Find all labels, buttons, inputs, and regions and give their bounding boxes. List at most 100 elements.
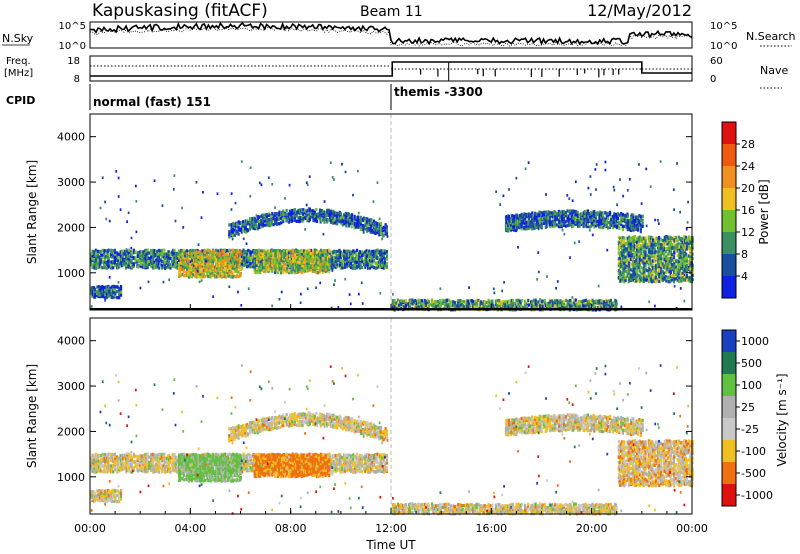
power-echo-cell bbox=[255, 264, 258, 268]
power-echo-cell bbox=[182, 248, 185, 252]
power-echo-cell bbox=[99, 264, 102, 268]
power-echo-cell bbox=[382, 266, 385, 270]
power-echo-cell bbox=[159, 253, 162, 257]
power-echo-cell bbox=[534, 211, 537, 215]
power-echo-cell bbox=[376, 248, 379, 252]
power-echo-cell bbox=[607, 299, 610, 303]
power-echo-cell bbox=[313, 257, 317, 261]
power-echo-cell bbox=[282, 212, 285, 216]
power-echo-cell bbox=[207, 270, 210, 274]
power-echo-cell bbox=[353, 226, 356, 230]
power-echo-cell bbox=[344, 217, 347, 222]
power-echo-cell bbox=[599, 212, 602, 216]
power-echo-cell bbox=[260, 262, 263, 267]
power-echo-cell bbox=[245, 254, 248, 258]
power-echo-cell bbox=[332, 216, 335, 221]
power-echo-cell bbox=[591, 301, 594, 305]
power-echo-cell bbox=[509, 304, 512, 308]
power-echo-cell bbox=[148, 251, 151, 255]
power-echo-cell bbox=[332, 221, 335, 225]
power-echo-cell bbox=[152, 249, 155, 253]
nsearch-label: N.Search bbox=[746, 30, 796, 43]
power-echo-cell bbox=[456, 304, 459, 308]
power-echo-cell bbox=[562, 299, 566, 303]
power-echo-cell bbox=[308, 254, 311, 258]
power-echo-cell bbox=[152, 261, 155, 265]
power-echo-cell bbox=[477, 298, 480, 303]
freq-line bbox=[90, 61, 692, 77]
power-echo-cell bbox=[350, 262, 353, 266]
power-echo-cell bbox=[315, 254, 319, 259]
power-echo-cell bbox=[339, 253, 342, 257]
power-echo-cell bbox=[372, 219, 376, 223]
power-echo-cell bbox=[288, 253, 291, 257]
power-echo-cell bbox=[606, 306, 609, 310]
power-echo-cell bbox=[613, 224, 616, 228]
power-echo-cell bbox=[528, 222, 531, 226]
power-echo-cell bbox=[352, 249, 355, 253]
power-echo-cell bbox=[554, 218, 557, 222]
power-echo-cell bbox=[213, 273, 217, 277]
power-echo-cell bbox=[297, 257, 300, 261]
power-echo-cell bbox=[97, 250, 101, 254]
power-echo-cell bbox=[197, 260, 200, 264]
power-echo-cell bbox=[244, 262, 247, 266]
power-echo-cell bbox=[148, 262, 151, 266]
power-echo-cell bbox=[517, 303, 520, 308]
power-echo-cell bbox=[111, 284, 115, 289]
power-echo-cell bbox=[632, 215, 635, 219]
power-echo-cell bbox=[332, 209, 335, 213]
power-echo-cell bbox=[160, 266, 163, 270]
power-echo-cell bbox=[244, 230, 247, 234]
power-echo-cell bbox=[269, 253, 272, 258]
power-echo-cell bbox=[257, 256, 260, 260]
power-echo-cell bbox=[545, 211, 548, 215]
power-echo-cell bbox=[204, 254, 207, 259]
power-echo-cell bbox=[307, 207, 310, 211]
power-echo-cell bbox=[359, 219, 362, 224]
power-echo-cell bbox=[107, 293, 111, 297]
power-echo-cell bbox=[190, 267, 193, 271]
power-echo-cell bbox=[183, 260, 186, 264]
power-echo-cell bbox=[630, 213, 633, 217]
power-echo-cell bbox=[370, 221, 373, 225]
power-echo-cell bbox=[596, 223, 599, 227]
power-echo-cell bbox=[331, 256, 334, 260]
power-echo-cell bbox=[582, 299, 586, 303]
power-echo-cell bbox=[600, 211, 603, 215]
power-echo-cell bbox=[594, 211, 597, 216]
power-echo-cell bbox=[94, 293, 97, 298]
power-echo-cell bbox=[361, 253, 364, 258]
power-echo-cell bbox=[313, 255, 317, 259]
power-echo-cell bbox=[138, 260, 142, 264]
power-echo-cell bbox=[119, 264, 122, 268]
power-echo-cell bbox=[539, 305, 542, 309]
power-echo-cell bbox=[247, 258, 250, 262]
power-echo-cell bbox=[613, 214, 616, 219]
power-echo-cell bbox=[236, 252, 239, 256]
power-echo-cell bbox=[255, 252, 258, 256]
power-echo-cell bbox=[298, 260, 301, 264]
power-echo-cell bbox=[280, 216, 283, 221]
power-echo-cell bbox=[231, 266, 235, 270]
power-echo-cell bbox=[528, 219, 531, 223]
power-echo-cell bbox=[588, 304, 591, 308]
power-echo-cell bbox=[559, 301, 562, 305]
power-echo-cell bbox=[582, 304, 586, 308]
power-echo-cell bbox=[297, 260, 300, 264]
power-echo-cell bbox=[512, 214, 516, 218]
power-echo-cell bbox=[607, 302, 610, 307]
power-echo-cell bbox=[545, 221, 548, 225]
power-echo-cell bbox=[317, 216, 320, 220]
power-echo-cell bbox=[508, 303, 511, 307]
power-echo-cell bbox=[122, 252, 125, 256]
power-echo-cell bbox=[254, 249, 258, 253]
power-echo-cell bbox=[95, 254, 98, 258]
power-echo-cell bbox=[191, 273, 195, 277]
power-echo-cell bbox=[353, 220, 356, 224]
power-echo-cell bbox=[93, 261, 96, 266]
power-echo-cell bbox=[290, 265, 293, 269]
power-echo-cell bbox=[306, 250, 309, 254]
power-echo-cell bbox=[189, 263, 192, 268]
power-echo-cell bbox=[603, 300, 606, 304]
